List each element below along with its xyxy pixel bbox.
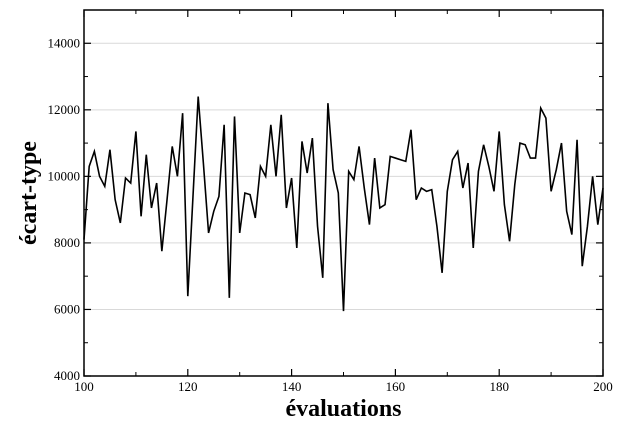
y-tick-label: 4000: [54, 368, 80, 383]
y-tick-label: 6000: [54, 301, 80, 316]
x-tick-label: 140: [282, 379, 302, 394]
x-tick-label: 180: [489, 379, 509, 394]
y-tick-label: 8000: [54, 235, 80, 250]
y-tick-label: 12000: [48, 102, 81, 117]
y-axis-title: écart-type: [16, 141, 42, 245]
plot-frame: [83, 9, 604, 377]
y-tick-label: 14000: [48, 35, 81, 50]
tick-labels: 4000 6000 8000 10000 12000 14000 100 120 140 160 1…: [48, 35, 613, 394]
axis-ticks: [83, 9, 604, 377]
series-layer: [83, 96, 604, 312]
series-line-0: [83, 96, 604, 312]
y-tick-label: 10000: [48, 168, 81, 183]
x-tick-label: 120: [178, 379, 198, 394]
x-tick-label: 200: [593, 379, 613, 394]
x-axis-title: évaluations: [285, 396, 401, 422]
x-tick-label: 100: [74, 379, 94, 394]
x-tick-label: 160: [386, 379, 406, 394]
grid-lines: [84, 42, 603, 310]
